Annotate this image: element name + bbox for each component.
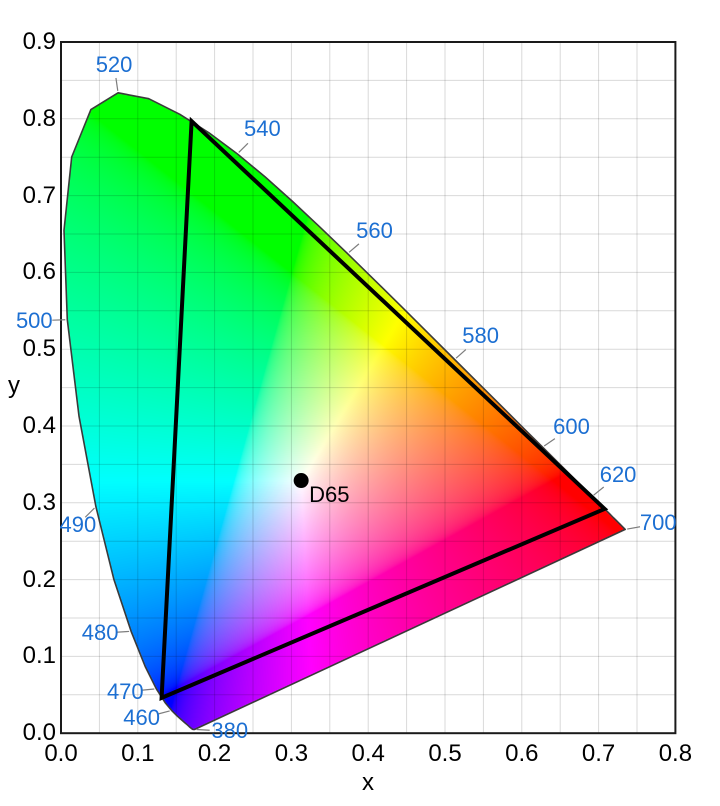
- chromaticity-gamut-fill-canvas: [61, 42, 676, 734]
- wavelength-tick: [116, 630, 130, 633]
- wavelength-tick: [156, 710, 170, 715]
- plot-frame: [60, 41, 677, 735]
- wavelength-tick: [84, 507, 95, 518]
- wavelength-tick: [593, 486, 605, 496]
- wavelength-tick: [141, 688, 155, 691]
- spectral-locus-outline: [63, 92, 626, 731]
- wavelength-tick: [627, 526, 641, 530]
- wavelength-tick: [238, 142, 249, 153]
- wavelength-tick: [543, 438, 556, 447]
- white-point-dot: [293, 473, 309, 489]
- gamut-triangle: [159, 116, 609, 701]
- wavelength-tick: [455, 349, 467, 359]
- wavelength-tick: [115, 77, 119, 91]
- wavelength-tick: [196, 728, 210, 731]
- wavelength-tick: [348, 243, 360, 253]
